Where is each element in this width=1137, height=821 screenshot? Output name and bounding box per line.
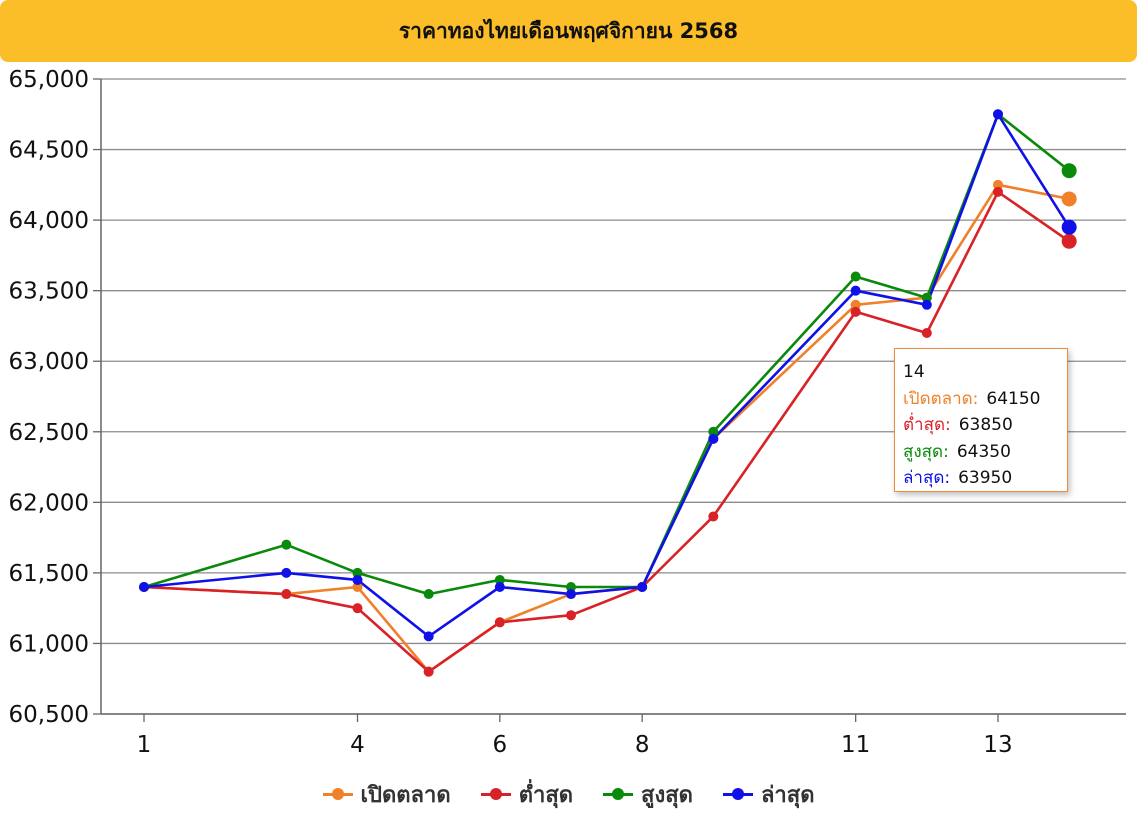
- y-tick-label: 61,500: [9, 561, 89, 587]
- data-point-2-2[interactable]: [352, 567, 363, 578]
- legend-item-open[interactable]: เปิดตลาด: [322, 777, 451, 812]
- data-point-1-7[interactable]: [708, 511, 719, 522]
- legend-label-low: ต่ำสุด: [518, 782, 574, 808]
- y-tick-label: 64,000: [9, 208, 89, 234]
- data-point-3-5[interactable]: [566, 589, 576, 600]
- y-tick-label: 62,500: [9, 420, 89, 446]
- y-tick-label: 63,500: [9, 279, 89, 305]
- tooltip-label-open: เปิดตลาด:: [903, 388, 979, 409]
- series-lines: [143, 113, 1071, 673]
- tooltip-value-open: 64150: [986, 388, 1041, 409]
- data-point-3-0[interactable]: [139, 582, 149, 592]
- tooltip-row-low: ต่ำสุด: 63850: [903, 412, 1059, 439]
- data-point-1-11[interactable]: [1061, 233, 1077, 249]
- data-point-1-2[interactable]: [352, 603, 363, 614]
- data-point-2-4[interactable]: [494, 574, 505, 585]
- tooltip-value-high: 64350: [956, 441, 1011, 462]
- y-axis-tick-labels: 60,500 61,000 61,500 62,000 62,500 63,000 63,5…: [9, 67, 89, 728]
- x-tick-label: 8: [635, 732, 650, 758]
- x-tick-label: 13: [983, 732, 1012, 758]
- legend-swatch-open: [322, 787, 353, 801]
- chart-tooltip: 14 เปิดตลาด: 64150 ต่ำสุด: 63850 สูงสุด: 64…: [894, 348, 1068, 492]
- chart-title-bar: ราคาทองไทยเดือนพฤศจิกายน 2568: [0, 0, 1137, 62]
- axes: [93, 78, 1126, 722]
- x-tick-label: 6: [493, 732, 508, 758]
- data-point-2-11[interactable]: [1061, 163, 1077, 179]
- data-point-3-2[interactable]: [352, 574, 363, 585]
- data-point-2-5[interactable]: [566, 582, 576, 592]
- y-tick-label: 63,000: [9, 349, 89, 375]
- data-point-1-10[interactable]: [993, 186, 1003, 197]
- data-point-3-1[interactable]: [281, 567, 292, 578]
- data-point-0-10[interactable]: [993, 179, 1003, 190]
- y-tick-label: 62,000: [9, 490, 89, 516]
- y-tick-label: 60,500: [9, 702, 89, 728]
- x-axis-tick-labels: 1 4 6 8 11 13: [137, 732, 1013, 758]
- series-points[interactable]: [139, 109, 1077, 677]
- series-line-1: [143, 190, 1070, 673]
- series-line-2: [143, 113, 1071, 596]
- y-tick-label: 65,000: [9, 67, 89, 93]
- data-point-1-4[interactable]: [494, 617, 505, 628]
- tooltip-label-high: สูงสุด:: [903, 441, 949, 462]
- legend-label-high: สูงสุด: [641, 782, 693, 808]
- data-point-2-8[interactable]: [850, 271, 861, 282]
- data-point-3-7[interactable]: [708, 433, 719, 444]
- chart-title: ราคาทองไทยเดือนพฤศจิกายน 2568: [398, 18, 739, 43]
- legend-swatch-high: [603, 787, 634, 801]
- data-point-3-3[interactable]: [423, 631, 434, 642]
- y-tick-label: 61,000: [9, 631, 89, 657]
- legend-item-high[interactable]: สูงสุด: [603, 777, 693, 812]
- legend-item-last[interactable]: ล่าสุด: [722, 777, 815, 812]
- legend-label-last: ล่าสุด: [760, 782, 815, 808]
- legend-swatch-last: [722, 787, 753, 801]
- data-point-1-9[interactable]: [921, 328, 932, 338]
- x-tick-label: 4: [350, 732, 365, 758]
- data-point-3-9[interactable]: [921, 299, 932, 310]
- grid-lines: [101, 78, 1126, 715]
- tooltip-label-low: ต่ำสุด:: [903, 415, 951, 435]
- data-point-2-1[interactable]: [281, 539, 292, 550]
- data-point-3-10[interactable]: [993, 109, 1003, 120]
- data-point-3-4[interactable]: [494, 582, 505, 592]
- data-point-1-1[interactable]: [281, 589, 292, 600]
- tooltip-label-last: ล่าสุด:: [903, 468, 951, 488]
- data-point-3-8[interactable]: [850, 285, 861, 296]
- tooltip-row-open: เปิดตลาด: 64150: [903, 386, 1059, 413]
- chart-legend: เปิดตลาด ต่ำสุด สูงสุด ล่าสุด: [0, 776, 1137, 812]
- tooltip-row-last: ล่าสุด: 63950: [903, 465, 1059, 492]
- data-point-2-9[interactable]: [921, 292, 932, 303]
- tooltip-x-label: 14: [903, 362, 925, 382]
- data-point-3-6[interactable]: [637, 582, 648, 592]
- data-point-0-11[interactable]: [1061, 191, 1077, 207]
- data-point-0-8[interactable]: [850, 299, 861, 310]
- legend-label-open: เปิดตลาด: [360, 782, 451, 808]
- data-point-0-2[interactable]: [352, 582, 363, 592]
- data-point-1-8[interactable]: [850, 306, 861, 317]
- data-point-3-11[interactable]: [1061, 219, 1077, 235]
- x-tick-label: 11: [841, 732, 870, 758]
- data-point-2-3[interactable]: [423, 589, 434, 600]
- tooltip-row-high: สูงสุด: 64350: [903, 439, 1059, 466]
- data-point-1-3[interactable]: [423, 666, 434, 677]
- x-tick-label: 1: [137, 732, 152, 758]
- data-point-2-7[interactable]: [708, 426, 719, 437]
- legend-item-low[interactable]: ต่ำสุด: [480, 777, 574, 812]
- y-tick-label: 64,500: [9, 138, 89, 164]
- tooltip-value-last: 63950: [958, 468, 1013, 488]
- tooltip-value-low: 63850: [958, 415, 1013, 435]
- series-line-3: [143, 113, 1071, 638]
- data-point-1-5[interactable]: [566, 610, 576, 621]
- legend-swatch-low: [480, 787, 511, 801]
